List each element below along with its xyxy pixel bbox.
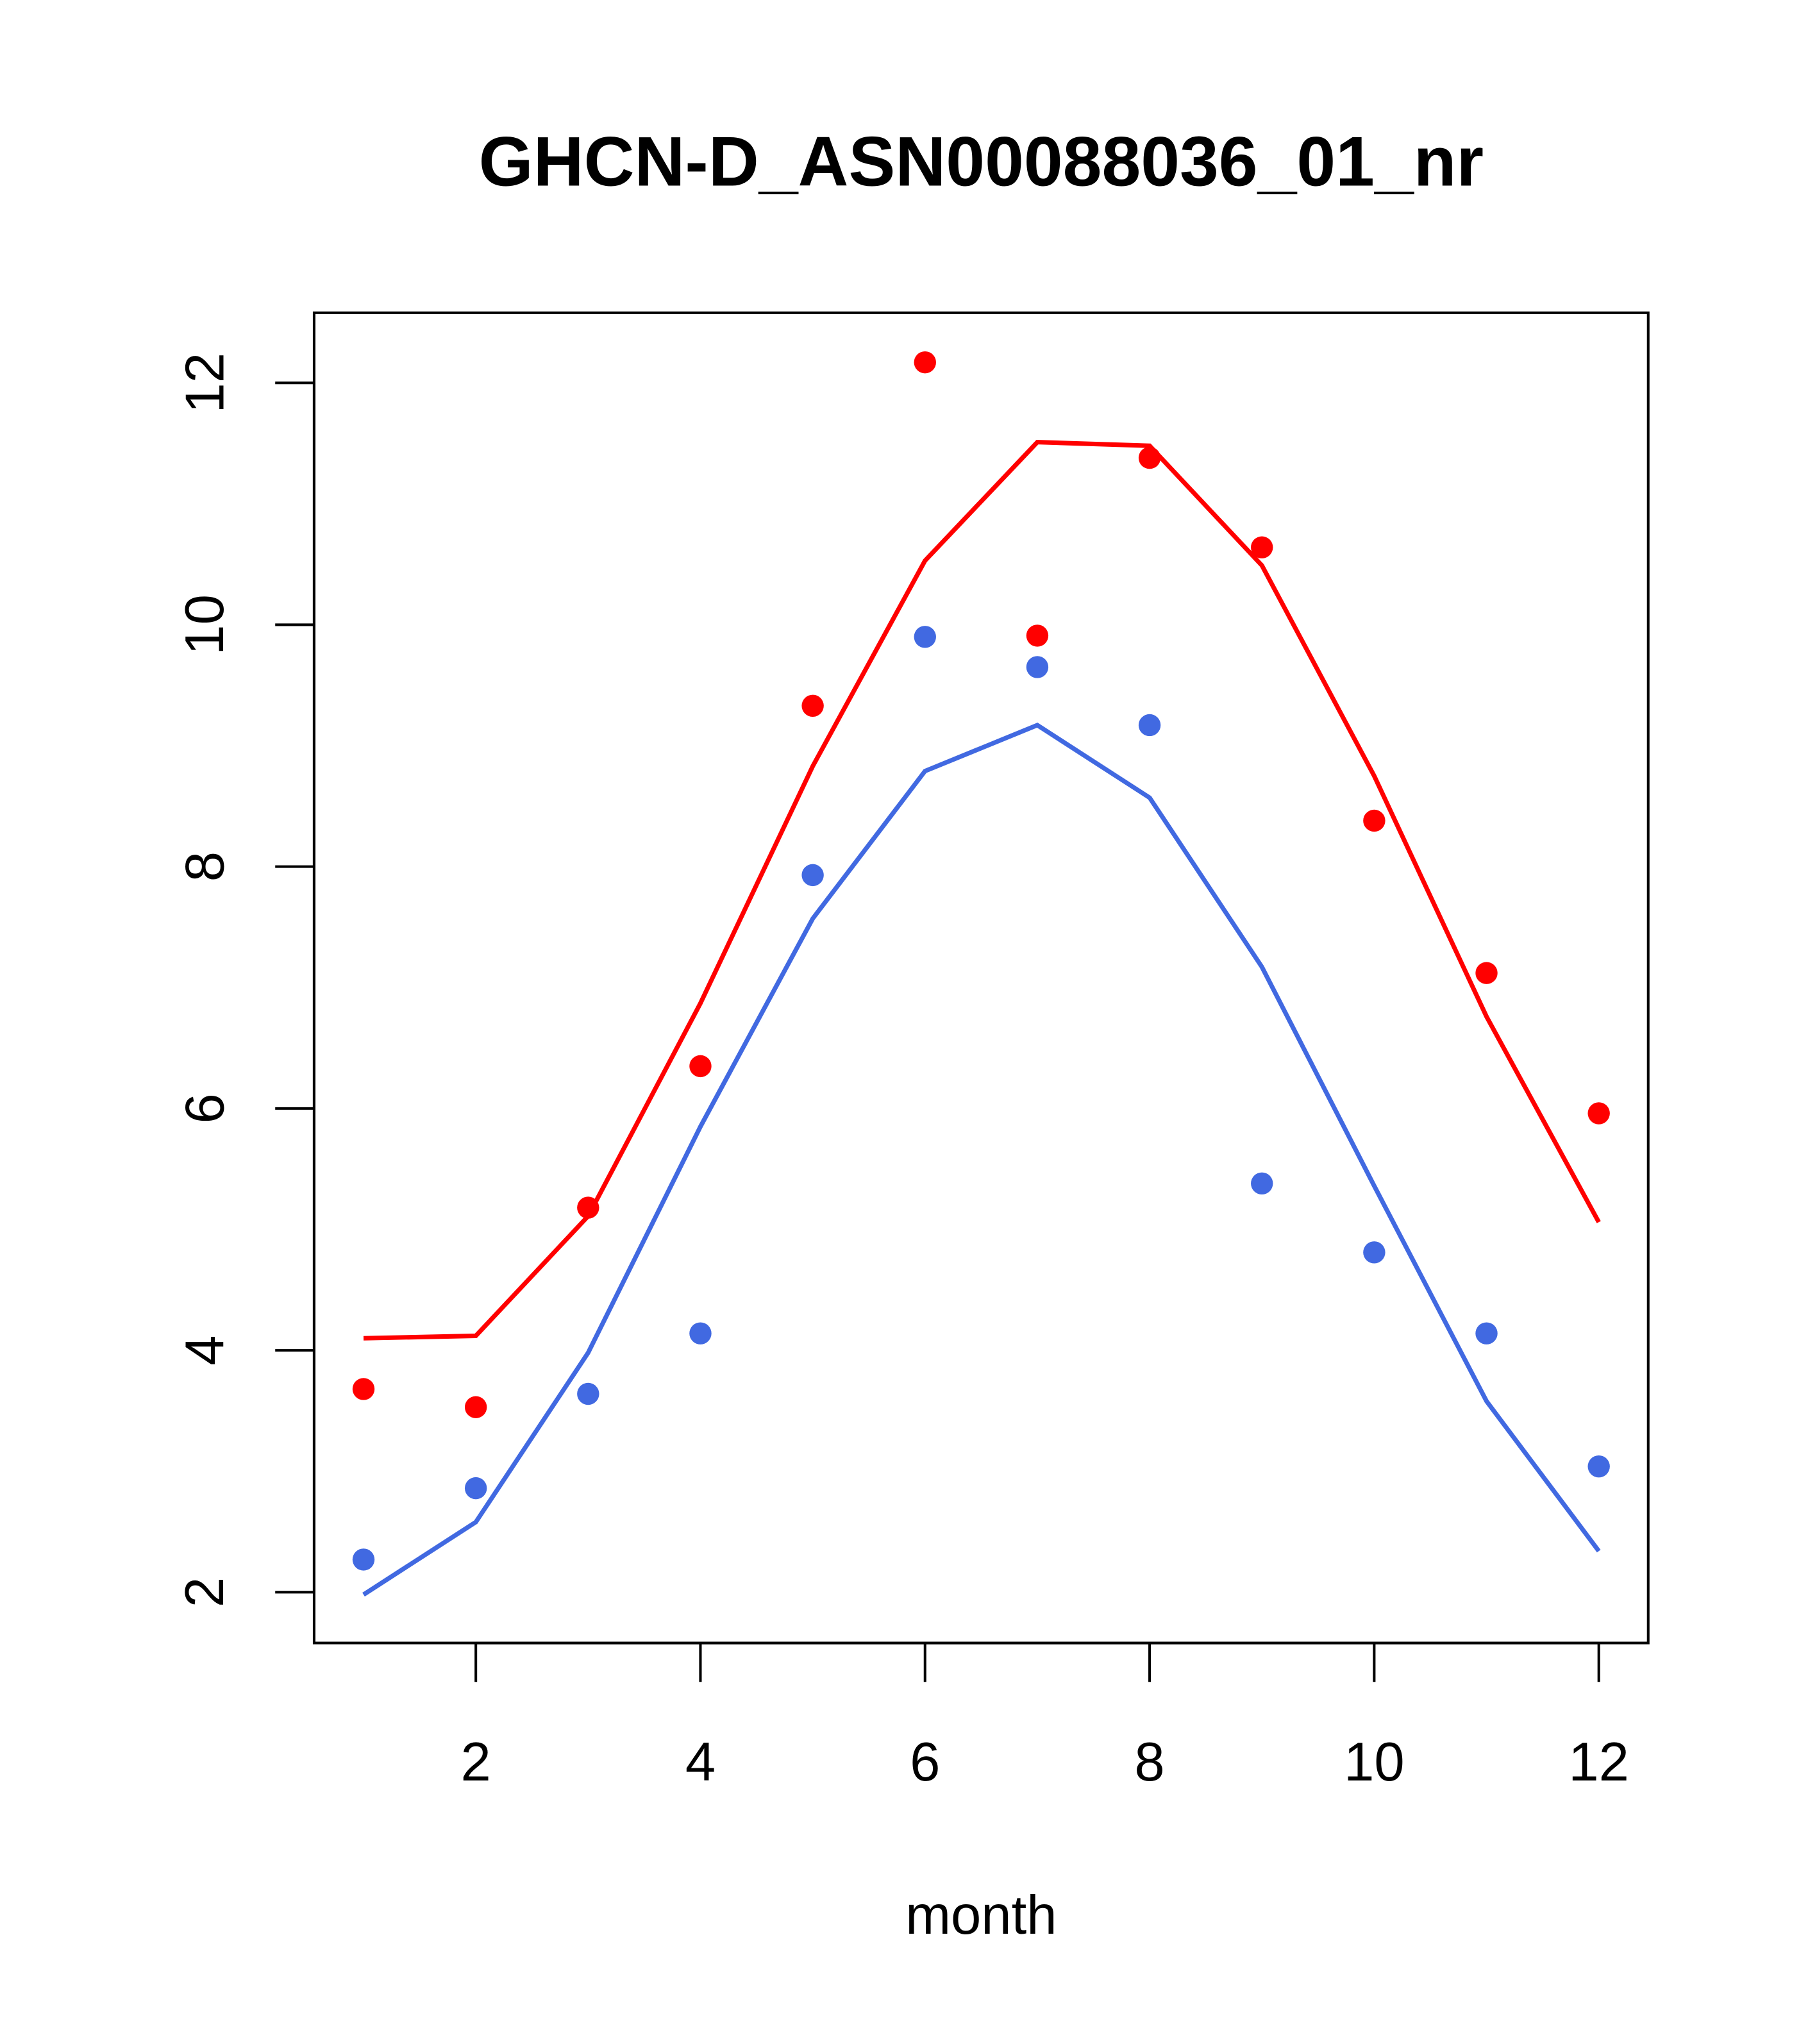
x-tick-label: 8 [1134,1732,1164,1793]
blue-points-point [1138,714,1161,737]
red-points-point [352,1378,375,1400]
y-tick-label: 2 [174,1577,235,1607]
blue-points-point [1026,656,1049,678]
y-tick-label: 6 [174,1093,235,1123]
y-tick-label: 8 [174,851,235,882]
x-tick-label: 4 [685,1732,716,1793]
blue-points-point [801,864,824,887]
blue-points-point [577,1382,599,1405]
blue-points-point [1363,1241,1386,1264]
red-points-point [1026,624,1049,647]
x-tick-label: 12 [1568,1732,1629,1793]
blue-points-point [1475,1322,1498,1345]
x-tick-label: 10 [1344,1732,1405,1793]
red-points-point [1251,536,1273,558]
y-tick-label: 4 [174,1335,235,1365]
red-points-point [801,694,824,717]
x-axis: 2 4 6 8 10 12 [461,1641,1629,1793]
blue-points-point [464,1477,487,1500]
y-tick-label: 12 [174,353,235,414]
series-group [352,351,1610,1597]
y-tick-label: 10 [174,594,235,655]
blue-line [362,723,1601,1597]
blue-points-point [1587,1455,1610,1478]
red-points-point [1363,809,1386,832]
red-points-point [689,1055,712,1078]
blue-points-point [689,1322,712,1345]
x-tick-label: 6 [910,1732,940,1793]
x-axis-label: month [905,1885,1057,1946]
y-axis: 2 4 6 8 10 12 [174,353,315,1607]
blue-points-point [1251,1172,1273,1195]
x-tick-label: 2 [461,1732,491,1793]
blue-points-point [914,626,936,648]
chart-title: GHCN-D_ASN00088036_01_nr [479,122,1484,201]
plot-frame [312,311,1650,1645]
red-points-point [1138,446,1161,469]
red-points-point [464,1396,487,1418]
red-points-point [1475,962,1498,984]
red-points-point [1587,1102,1610,1125]
red-line [363,440,1601,1341]
red-points-point [914,351,936,374]
blue-points-point [352,1548,375,1571]
